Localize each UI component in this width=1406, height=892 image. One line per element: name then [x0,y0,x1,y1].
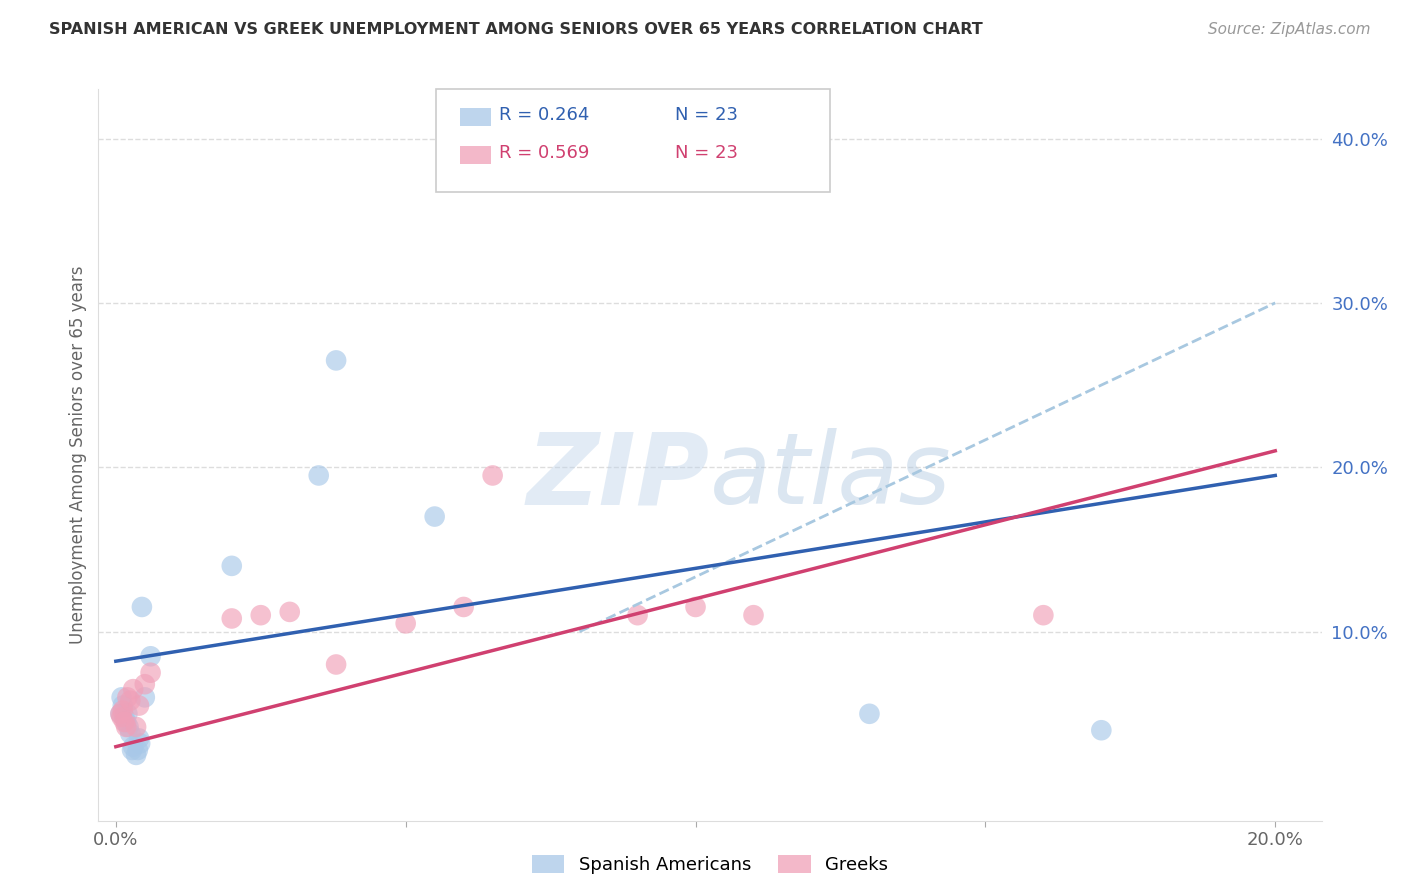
Point [742,608,765,623]
Point [128,698,150,713]
Point [858,706,880,721]
Point [423,509,446,524]
Y-axis label: Unemployment Among Seniors over 65 years: Unemployment Among Seniors over 65 years [69,266,87,644]
Point [122,682,145,697]
Point [110,706,132,721]
Point [308,468,330,483]
Point [249,608,271,623]
Text: N = 23: N = 23 [675,106,738,124]
Point [1090,723,1112,738]
Text: R = 0.569: R = 0.569 [499,145,589,162]
Point [110,706,132,721]
Point [134,677,156,691]
Point [111,698,134,713]
Point [117,690,139,705]
Point [134,690,156,705]
Point [114,710,136,724]
Point [131,599,153,614]
Point [453,599,475,614]
Legend: Spanish Americans, Greeks: Spanish Americans, Greeks [524,847,896,881]
Point [1032,608,1054,623]
Text: N = 23: N = 23 [675,145,738,162]
Text: Source: ZipAtlas.com: Source: ZipAtlas.com [1208,22,1371,37]
Point [129,736,152,750]
Point [111,704,134,718]
Point [139,665,162,680]
Point [325,353,347,368]
Point [221,558,243,573]
Point [481,468,503,483]
Point [120,693,142,707]
Point [114,714,136,729]
Point [395,616,418,631]
Point [121,743,143,757]
Point [685,599,707,614]
Point [325,657,347,672]
Point [125,747,148,762]
Point [139,649,162,664]
Point [125,720,148,734]
Point [128,731,150,746]
Point [117,706,139,721]
Text: R = 0.264: R = 0.264 [499,106,589,124]
Point [127,743,149,757]
Point [122,739,145,754]
Point [115,714,138,729]
Point [120,726,142,740]
Point [117,720,139,734]
Point [221,611,243,625]
Text: SPANISH AMERICAN VS GREEK UNEMPLOYMENT AMONG SENIORS OVER 65 YEARS CORRELATION C: SPANISH AMERICAN VS GREEK UNEMPLOYMENT A… [49,22,983,37]
Point [110,690,132,705]
Point [110,710,132,724]
Point [278,605,301,619]
Point [626,608,648,623]
Text: atlas: atlas [710,428,952,525]
Text: ZIP: ZIP [527,428,710,525]
Point [115,720,138,734]
